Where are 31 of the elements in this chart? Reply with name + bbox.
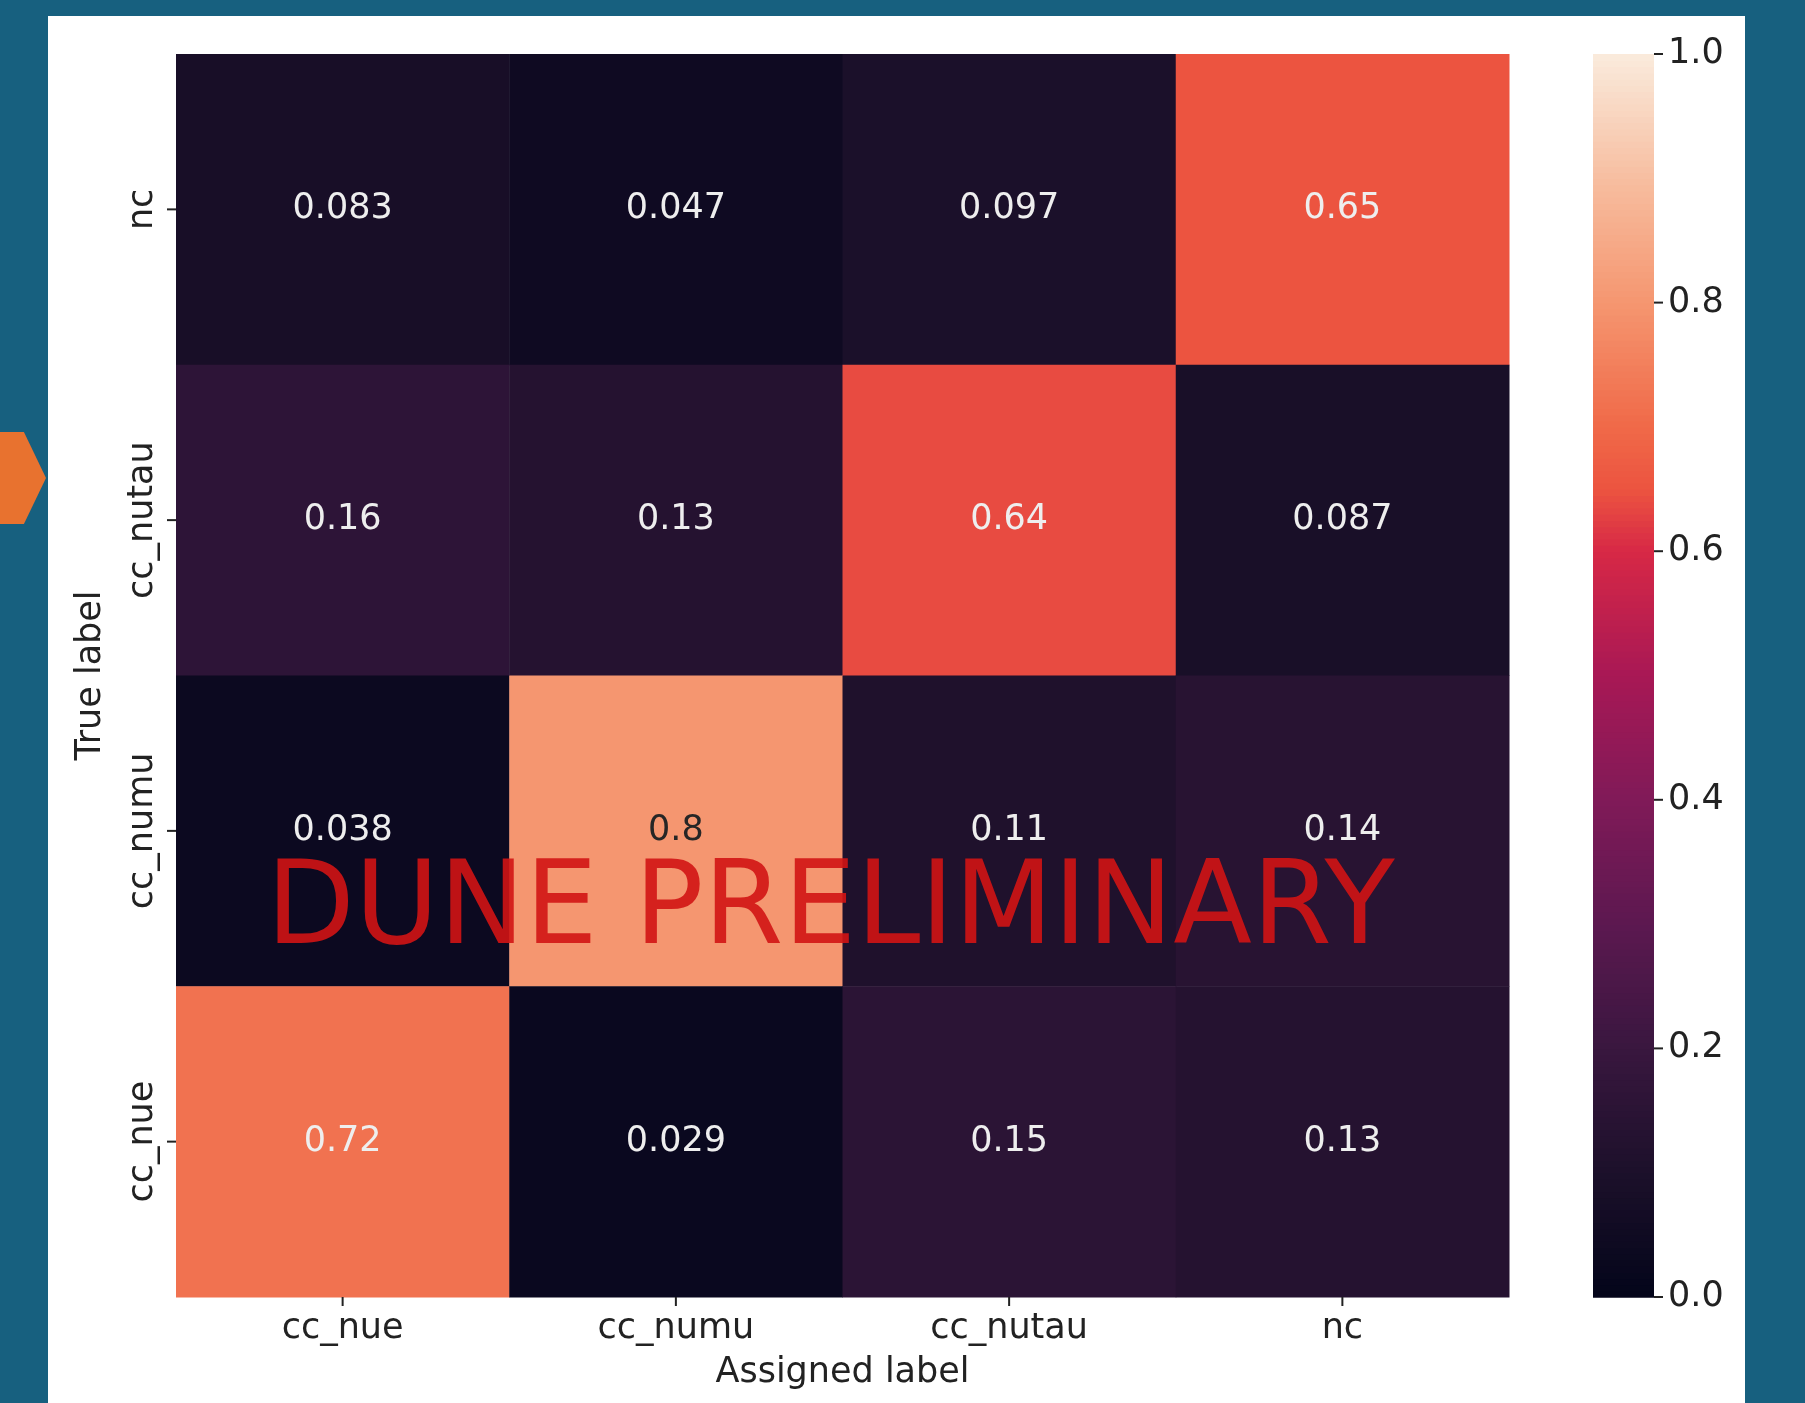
data-label: 0.72: [303, 1118, 382, 1159]
color-bar-label: 0.8: [1668, 279, 1724, 320]
color-bar-label: 0.0: [1668, 1274, 1724, 1315]
x-tick-label: nc: [1321, 1305, 1364, 1346]
data-label: 0.64: [970, 497, 1049, 538]
data-label: 0.8: [648, 807, 704, 848]
data-label: 0.087: [1292, 497, 1393, 538]
data-label: 0.029: [625, 1118, 726, 1159]
color-bar-label: 0.2: [1668, 1025, 1724, 1066]
data-label: 0.047: [625, 186, 726, 227]
color-bar-label: 0.4: [1668, 776, 1724, 817]
y-tick-label: cc_numu: [119, 752, 160, 910]
data-label: 0.13: [636, 497, 715, 538]
data-label: 0.65: [1303, 186, 1382, 227]
y-tick-label: cc_nutau: [119, 441, 160, 599]
y-tick-label: cc_nue: [119, 1080, 160, 1203]
data-label: 0.097: [959, 186, 1060, 227]
x-tick-label: cc_nutau: [930, 1305, 1088, 1346]
data-label: 0.15: [970, 1118, 1049, 1159]
data-label: 0.11: [970, 807, 1049, 848]
color-bar-label: 1.0: [1668, 31, 1724, 72]
data-label: 0.083: [292, 186, 393, 227]
y-tick-label: nc: [119, 188, 160, 231]
data-label: 0.14: [1303, 807, 1382, 848]
x-tick-label: cc_numu: [597, 1305, 755, 1346]
data-label: 0.16: [303, 497, 382, 538]
color-bar-label: 0.6: [1668, 528, 1724, 569]
x-tick-label: cc_nue: [281, 1305, 404, 1346]
x-axis-title: Assigned label: [715, 1349, 970, 1390]
data-label: 0.13: [1303, 1118, 1382, 1159]
y-axis-title: True label: [67, 590, 108, 762]
